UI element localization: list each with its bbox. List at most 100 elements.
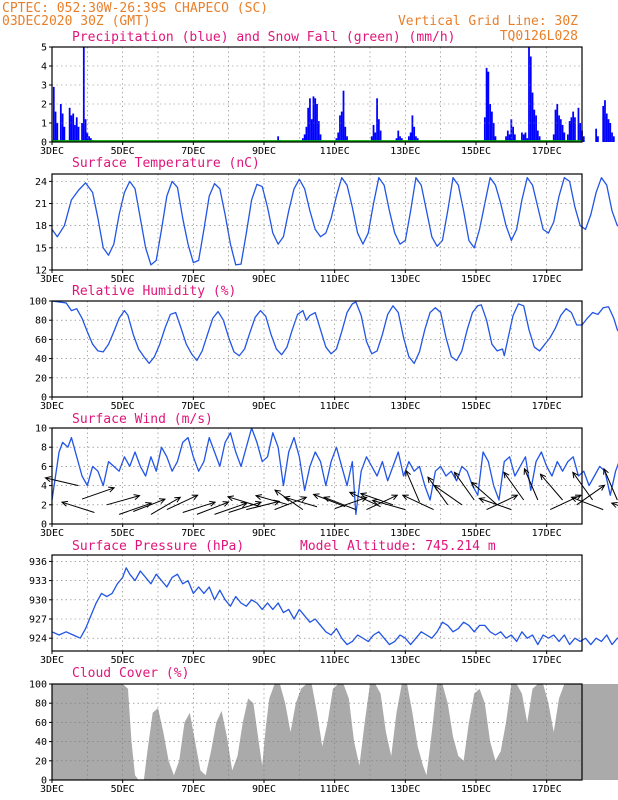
wind-arrow-head: [470, 481, 478, 489]
precip-bar: [611, 132, 613, 142]
y-tick-label: 0: [41, 520, 47, 531]
x-tick-label: 9DEC: [252, 655, 276, 666]
wind-arrow-head: [359, 492, 367, 499]
precip-bar: [566, 134, 569, 142]
y-tick-label: 21: [35, 199, 47, 210]
x-tick-label: 3DEC: [40, 528, 64, 539]
precip-bar: [309, 98, 311, 142]
wind-arrow-head: [283, 495, 291, 502]
x-tick-label: 11DEC: [320, 274, 350, 285]
y-tick-label: 100: [29, 297, 47, 308]
precip-bar: [485, 67, 488, 142]
surface-wind-line: [51, 427, 618, 516]
precip-bar: [319, 134, 322, 142]
precip-bar: [602, 105, 605, 142]
wind-arrow-head: [323, 496, 331, 503]
precip-bar: [74, 124, 76, 142]
precip-bar: [303, 134, 306, 142]
station-info: CPTEC: 052:30W-26:39S CHAPECO (SC): [2, 1, 268, 16]
y-tick-label: 0: [41, 393, 47, 404]
y-tick-label: 4: [41, 62, 47, 73]
x-tick-label: 9DEC: [252, 528, 276, 539]
humidity-title: Relative Humidity (%): [72, 284, 236, 299]
y-tick-label: 1: [41, 119, 47, 130]
x-tick-label: 15DEC: [461, 401, 491, 412]
x-tick-label: 15DEC: [461, 655, 491, 666]
vertical-grid-note: Vertical Grid Line: 30Z: [398, 14, 578, 29]
panel-frame: [51, 554, 583, 652]
wind-arrow: [106, 495, 140, 506]
wind-arrow: [323, 496, 357, 511]
wind-arrow-head: [427, 476, 434, 484]
cloud-panel: Cloud Cover (%) 0 20 40 60 80 100 3DEC 5DEC 7DEC…: [29, 666, 618, 795]
precip-bar: [483, 117, 486, 142]
precip-bar: [61, 113, 64, 142]
cloud-cover-area: [52, 684, 618, 780]
y-tick-label: 0: [41, 138, 47, 149]
precip-bar: [552, 134, 555, 142]
wind-arrow: [611, 502, 618, 506]
precip-bar: [413, 126, 416, 142]
x-tick-label: 15DEC: [461, 784, 491, 795]
y-tick-label: 0: [41, 776, 47, 787]
relative-humidity-line: [51, 300, 618, 365]
x-tick-label: 3DEC: [40, 146, 64, 157]
x-tick-label: 15DEC: [461, 146, 491, 157]
y-tick-label: 12: [35, 266, 47, 277]
precip-bar: [487, 71, 490, 142]
wind-panel: Surface Wind (m/s) 0 2 4 6 8 10 3DEC 5DEC 7DEC 9D…: [35, 412, 618, 539]
precip-bar: [528, 47, 530, 142]
wind-arrow: [227, 496, 261, 508]
wind-arrow-head: [226, 495, 234, 502]
x-tick-label: 5DEC: [111, 274, 135, 285]
precip-bar: [579, 123, 582, 142]
precip-bar: [337, 132, 340, 142]
precip-bar: [312, 96, 315, 142]
x-tick-label: 17DEC: [532, 146, 562, 157]
panel-frame: [51, 46, 583, 143]
y-tick-label: 3: [41, 81, 47, 92]
precip-bar: [59, 104, 62, 142]
wind-arrow: [372, 499, 406, 511]
wind-arrow: [486, 494, 518, 511]
precip-bar: [277, 136, 280, 142]
precip-bar: [307, 107, 310, 142]
precip-bar: [572, 111, 575, 142]
wind-arrow: [118, 502, 152, 515]
precip-bar: [82, 47, 85, 142]
run-date: 03DEC2020 30Z (GMT): [2, 14, 151, 29]
model-code: TQ0126L028: [500, 29, 578, 44]
y-tick-label: 24: [35, 177, 47, 188]
wind-arrow-head: [572, 471, 579, 479]
y-tick-label: 933: [29, 576, 47, 587]
wind-arrow-head: [273, 499, 281, 506]
precip-bar: [344, 126, 347, 142]
precip-bar: [559, 119, 562, 142]
precip-bar: [346, 136, 348, 142]
precip-bar: [54, 111, 57, 142]
wind-arrow: [61, 501, 95, 513]
wind-arrow-head: [254, 494, 262, 500]
wind-arrow-head: [391, 494, 399, 501]
x-tick-label: 9DEC: [252, 274, 276, 285]
y-tick-label: 18: [35, 221, 47, 232]
precip-bar: [582, 136, 585, 142]
wind-arrow-head: [240, 501, 248, 508]
precip-bar: [370, 136, 373, 142]
precip-bar: [397, 130, 400, 142]
precipitation-panel: Precipitation (blue) and Snow Fall (gree…: [40, 30, 615, 157]
precip-bar: [411, 115, 414, 142]
wind-arrow: [274, 496, 307, 511]
precip-bar: [577, 107, 580, 142]
wind-arrow: [166, 494, 198, 511]
y-tick-label: 80: [35, 699, 47, 710]
y-tick-label: 100: [29, 680, 47, 691]
precip-bar: [508, 134, 511, 142]
precip-bar: [84, 119, 87, 142]
precip-bar: [374, 132, 377, 142]
wind-arrow-head: [371, 498, 379, 505]
y-tick-label: 930: [29, 595, 47, 606]
wind-arrow-head: [478, 497, 486, 503]
x-tick-label: 7DEC: [181, 274, 205, 285]
temperature-title: Surface Temperature (nC): [72, 156, 260, 171]
